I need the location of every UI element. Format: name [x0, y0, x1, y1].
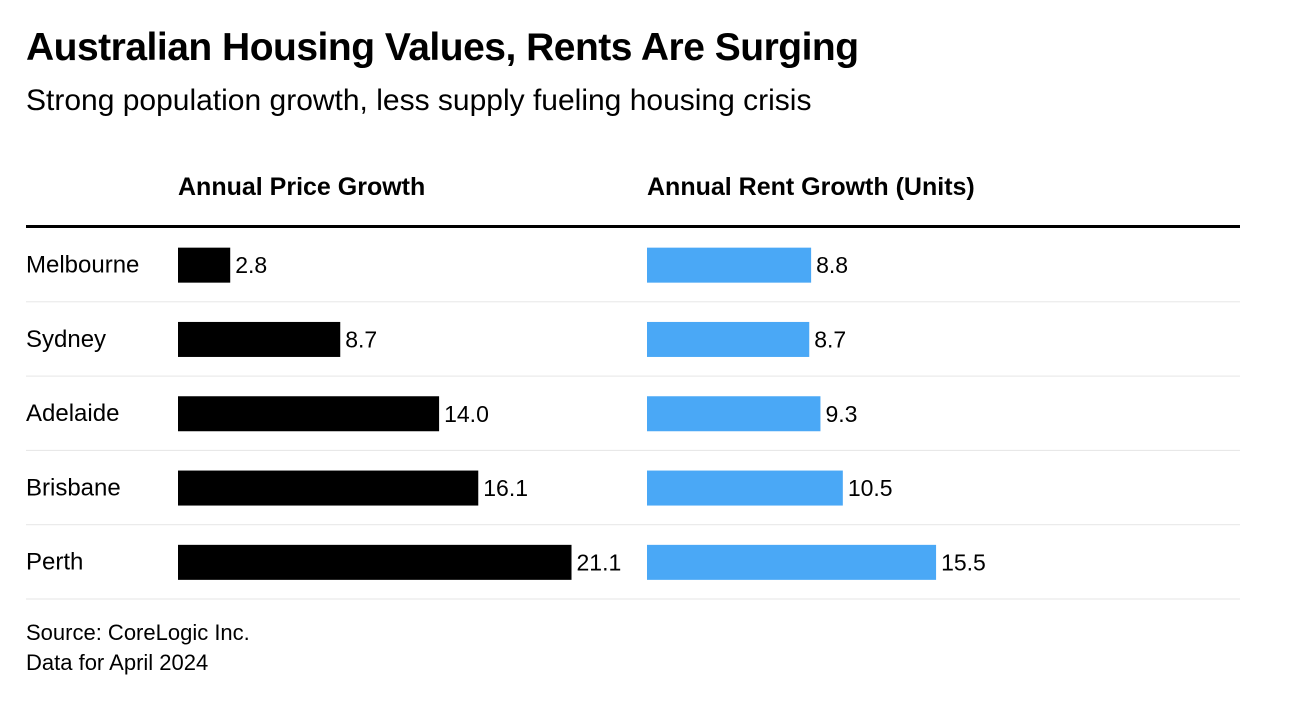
price-bar-melbourne [178, 247, 231, 283]
price-value-label-sydney: 8.7 [345, 327, 377, 353]
row-separator [26, 301, 1240, 303]
price-growth-header: Annual Price Growth [178, 173, 426, 201]
row-separator [26, 598, 1240, 600]
rent-value-label-sydney: 8.7 [814, 327, 846, 353]
data-date-line: Data for April 2024 [26, 650, 209, 675]
price-value-label-perth: 21.1 [577, 549, 622, 575]
category-label-perth: Perth [26, 549, 83, 576]
rent-value-label-melbourne: 8.8 [816, 252, 848, 278]
source-line: Source: CoreLogic Inc. [26, 620, 250, 645]
chart-subtitle: Strong population growth, less supply fu… [26, 84, 812, 117]
header-divider [26, 225, 1240, 228]
price-bar-sydney [178, 321, 341, 357]
rent-bar-adelaide [647, 396, 821, 432]
row-separator [26, 449, 1240, 451]
price-bar-perth [178, 544, 572, 580]
price-bar-brisbane [178, 470, 479, 506]
category-label-sydney: Sydney [26, 326, 106, 353]
rent-bar-sydney [647, 321, 810, 357]
rent-bar-brisbane [647, 470, 843, 506]
category-label-adelaide: Adelaide [26, 400, 119, 427]
rent-growth-header: Annual Rent Growth (Units) [647, 173, 975, 201]
category-label-melbourne: Melbourne [26, 251, 139, 278]
price-value-label-melbourne: 2.8 [235, 252, 267, 278]
row-separator [26, 524, 1240, 526]
rent-value-label-adelaide: 9.3 [825, 401, 857, 427]
price-value-label-brisbane: 16.1 [483, 475, 528, 501]
rent-value-label-perth: 15.5 [941, 549, 986, 575]
chart-title: Australian Housing Values, Rents Are Sur… [26, 26, 859, 69]
row-separator [26, 375, 1240, 377]
rent-bar-perth [647, 544, 937, 580]
price-value-label-adelaide: 14.0 [444, 401, 489, 427]
rent-value-label-brisbane: 10.5 [848, 475, 893, 501]
source-note: Source: CoreLogic Inc. Data for April 20… [26, 618, 250, 678]
price-bar-adelaide [178, 396, 440, 432]
rent-bar-melbourne [647, 247, 812, 283]
category-label-brisbane: Brisbane [26, 474, 121, 501]
